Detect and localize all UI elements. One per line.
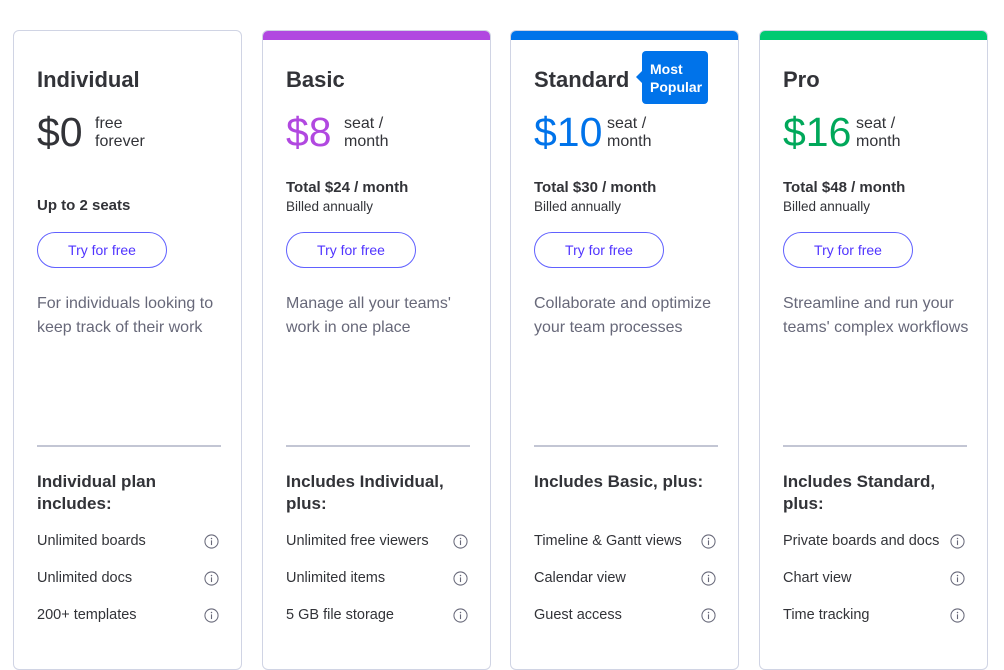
plan-name: Basic [286,67,345,92]
plan-name: Standard [534,67,630,92]
feature-item: Unlimited boards [37,533,146,549]
feature-item: Time tracking [783,607,870,623]
price-unit: seat / month [856,115,901,150]
divider [783,445,967,447]
feature-item: Unlimited free viewers [286,533,429,549]
info-icon[interactable] [453,608,468,623]
plan-price: $16 [783,109,852,155]
plan-card: Standard $10 seat / month Total $30 / month… [510,30,739,670]
info-icon[interactable] [453,534,468,549]
includes-title: Includes Individual, plus: [286,472,444,513]
plan-card: Basic $8 seat / month Total $24 / month Bill… [262,30,491,670]
info-icon[interactable] [453,571,468,586]
billing-period: Billed annually [286,199,374,214]
info-icon[interactable] [701,608,716,623]
info-icon[interactable] [950,534,965,549]
feature-item: Private boards and docs [783,533,940,549]
divider [286,445,470,447]
total-price: Total $30 / month [534,179,657,196]
pricing-page: Individual $0 free forever Up to 2 seats Try… [13,30,988,670]
price-unit: seat / month [344,115,389,150]
feature-item: Calendar view [534,570,626,586]
feature-item: Guest access [534,607,622,623]
plan-description: Manage all your teams' work in one place [286,295,451,336]
plan-color-bar [511,31,738,40]
plan-card: Individual $0 free forever Up to 2 seats Try… [13,30,242,670]
plan-price: $10 [534,109,603,155]
info-icon[interactable] [204,608,219,623]
info-icon[interactable] [701,571,716,586]
plan-price: $8 [286,109,332,155]
plan-card: Pro $16 seat / month Total $48 / month Bille… [759,30,988,670]
includes-title: Includes Standard, plus: [783,472,936,513]
info-icon[interactable] [950,571,965,586]
most-popular-badge: Most Popular [636,51,708,104]
plan-name: Individual [37,67,140,92]
price-unit: free forever [95,115,145,150]
billing-period: Billed annually [783,199,871,214]
info-icon[interactable] [204,571,219,586]
plan-price: $0 [37,109,83,155]
total-price: Total $48 / month [783,179,906,196]
divider [37,445,221,447]
total-price: Total $24 / month [286,179,409,196]
try-button[interactable]: Try for free [534,232,664,268]
feature-item: Chart view [783,570,852,586]
plan-name: Pro [783,67,820,92]
plan-color-bar [760,31,987,40]
seat-limit: Up to 2 seats [37,197,131,214]
includes-title: Includes Basic, plus: [534,472,704,491]
plan-description: For individuals looking to keep track of… [37,295,214,336]
try-button[interactable]: Try for free [783,232,913,268]
feature-item: 200+ templates [37,607,137,623]
try-button[interactable]: Try for free [286,232,416,268]
try-button[interactable]: Try for free [37,232,167,268]
plan-description: Collaborate and optimize your team proce… [534,295,711,336]
billing-period: Billed annually [534,199,622,214]
price-unit: seat / month [607,115,652,150]
feature-item: 5 GB file storage [286,607,394,623]
info-icon[interactable] [204,534,219,549]
plan-color-bar [263,31,490,40]
feature-item: Unlimited docs [37,570,133,586]
plan-description: Streamline and run your teams' complex w… [783,295,969,336]
includes-title: Individual plan includes: [37,472,157,513]
feature-item: Unlimited items [286,570,386,586]
info-icon[interactable] [701,534,716,549]
info-icon[interactable] [950,608,965,623]
divider [534,445,718,447]
feature-item: Timeline & Gantt views [534,533,682,549]
